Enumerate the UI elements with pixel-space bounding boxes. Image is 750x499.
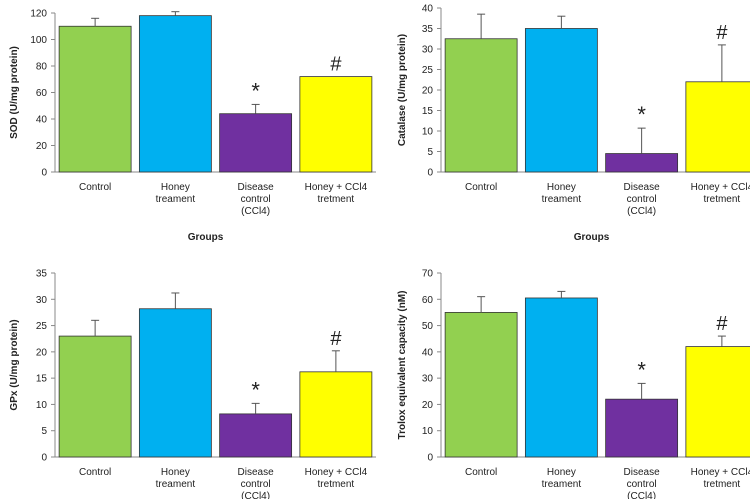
y-tick-label: 80 bbox=[36, 62, 48, 73]
y-tick-label: 20 bbox=[36, 141, 48, 152]
bar bbox=[524, 28, 598, 173]
y-tick-label: 40 bbox=[36, 115, 48, 126]
x-axis-title: Groups bbox=[574, 232, 610, 243]
bar bbox=[444, 38, 518, 173]
y-tick-label: 70 bbox=[422, 269, 434, 280]
x-tick-label: tretment bbox=[704, 194, 741, 205]
x-tick-label: control bbox=[627, 194, 657, 205]
significance-asterisk: * bbox=[637, 357, 646, 382]
bar bbox=[444, 312, 518, 458]
x-tick-label: Control bbox=[465, 467, 497, 478]
y-tick-label: 0 bbox=[427, 168, 433, 179]
x-tick-label: Control bbox=[79, 467, 111, 478]
x-tick-label: Honey + CCl4 bbox=[305, 467, 368, 478]
significance-asterisk: * bbox=[251, 78, 260, 103]
y-axis-title: Catalase (U/mg protein) bbox=[397, 34, 408, 146]
chart-panel-1: 0 20 40 60 80 100 120 SOD (U/mg protein) Control… bbox=[9, 9, 376, 243]
bar bbox=[58, 25, 132, 173]
y-tick-label: 60 bbox=[422, 295, 434, 306]
y-tick-label: 0 bbox=[427, 453, 433, 464]
y-tick-label: 20 bbox=[422, 86, 434, 97]
significance-hash: # bbox=[330, 54, 342, 76]
x-tick-label: Honey bbox=[161, 467, 190, 478]
x-tick-label: treament bbox=[542, 479, 582, 490]
chart-panel-3: 0 5 10 15 20 25 30 35 GPx (U/mg protein) Control H… bbox=[9, 269, 376, 499]
x-tick-label: Honey + CCl4 bbox=[305, 182, 368, 193]
x-tick-label: Disease bbox=[238, 467, 275, 478]
y-tick-label: 40 bbox=[422, 4, 434, 15]
y-axis-title: SOD (U/mg protein) bbox=[9, 46, 20, 139]
x-tick-label: (CCl4) bbox=[627, 491, 656, 499]
y-tick-label: 0 bbox=[41, 168, 47, 179]
bar bbox=[524, 297, 598, 458]
y-tick-label: 10 bbox=[422, 426, 434, 437]
x-tick-label: Control bbox=[79, 182, 111, 193]
x-tick-label: Honey bbox=[161, 182, 190, 193]
chart-panel-4: 0 10 20 30 40 50 60 70 Trolox equivalent capacit… bbox=[397, 269, 750, 499]
y-axis-title: Trolox equivalent capacity (nM) bbox=[397, 291, 408, 440]
y-tick-label: 25 bbox=[36, 321, 48, 332]
bar bbox=[299, 371, 373, 458]
x-tick-label: control bbox=[241, 194, 271, 205]
x-tick-label: treament bbox=[542, 194, 582, 205]
y-tick-label: 25 bbox=[422, 65, 434, 76]
y-tick-label: 30 bbox=[422, 45, 434, 56]
y-tick-label: 10 bbox=[36, 400, 48, 411]
y-tick-label: 120 bbox=[30, 9, 47, 20]
bar bbox=[685, 81, 750, 173]
x-tick-label: Disease bbox=[624, 182, 661, 193]
y-tick-label: 30 bbox=[422, 374, 434, 385]
x-axis-title: Groups bbox=[188, 232, 224, 243]
bar bbox=[58, 335, 132, 458]
bar bbox=[299, 76, 373, 173]
y-tick-label: 35 bbox=[36, 269, 48, 280]
x-tick-label: Honey + CCl4 bbox=[691, 182, 750, 193]
bar bbox=[138, 308, 212, 458]
bar bbox=[605, 153, 679, 173]
y-tick-label: 5 bbox=[41, 426, 47, 437]
x-tick-label: Honey + CCl4 bbox=[691, 467, 750, 478]
x-tick-label: Disease bbox=[624, 467, 661, 478]
y-tick-label: 40 bbox=[422, 347, 434, 358]
y-tick-label: 15 bbox=[422, 106, 434, 117]
y-tick-label: 30 bbox=[36, 295, 48, 306]
x-tick-label: control bbox=[241, 479, 271, 490]
y-tick-label: 20 bbox=[422, 400, 434, 411]
significance-hash: # bbox=[716, 22, 728, 44]
y-tick-label: 10 bbox=[422, 127, 434, 138]
x-tick-label: treament bbox=[156, 479, 196, 490]
y-tick-label: 50 bbox=[422, 321, 434, 332]
chart-panel-2: 0 5 10 15 20 25 30 35 40 Catalase (U/mg protein) C… bbox=[397, 4, 750, 243]
x-tick-label: (CCl4) bbox=[627, 206, 656, 217]
y-tick-label: 35 bbox=[422, 24, 434, 35]
y-tick-label: 5 bbox=[427, 147, 433, 158]
x-tick-label: tretment bbox=[318, 479, 355, 490]
x-tick-label: Honey bbox=[547, 467, 576, 478]
y-axis-title: GPx (U/mg protein) bbox=[9, 319, 20, 410]
bar bbox=[685, 346, 750, 458]
x-tick-label: Honey bbox=[547, 182, 576, 193]
y-tick-label: 20 bbox=[36, 347, 48, 358]
bar bbox=[605, 398, 679, 458]
bar bbox=[219, 413, 293, 458]
bar bbox=[138, 15, 212, 173]
x-tick-label: Control bbox=[465, 182, 497, 193]
x-tick-label: tretment bbox=[318, 194, 355, 205]
x-tick-label: Disease bbox=[238, 182, 275, 193]
y-tick-label: 60 bbox=[36, 88, 48, 99]
significance-hash: # bbox=[716, 313, 728, 335]
x-tick-label: (CCl4) bbox=[241, 206, 270, 217]
x-tick-label: control bbox=[627, 479, 657, 490]
significance-asterisk: * bbox=[251, 377, 260, 402]
y-tick-label: 100 bbox=[30, 35, 47, 46]
y-tick-label: 0 bbox=[41, 453, 47, 464]
x-tick-label: treament bbox=[156, 194, 196, 205]
significance-hash: # bbox=[330, 328, 342, 350]
bar bbox=[219, 113, 293, 173]
x-tick-label: tretment bbox=[704, 479, 741, 490]
significance-asterisk: * bbox=[637, 102, 646, 127]
y-tick-label: 15 bbox=[36, 374, 48, 385]
x-tick-label: (CCl4) bbox=[241, 491, 270, 499]
